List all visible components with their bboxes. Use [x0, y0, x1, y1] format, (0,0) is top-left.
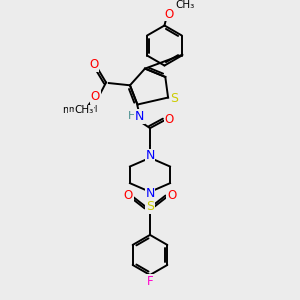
- Text: N: N: [145, 187, 155, 200]
- Text: O: O: [165, 8, 174, 21]
- Text: S: S: [170, 92, 178, 105]
- Text: F: F: [147, 274, 153, 288]
- Text: CH₃: CH₃: [176, 1, 195, 10]
- Text: CH₃: CH₃: [74, 105, 93, 115]
- Text: O: O: [167, 189, 176, 202]
- Text: O: O: [165, 113, 174, 126]
- Text: O: O: [89, 58, 98, 71]
- Text: N: N: [145, 149, 155, 162]
- Text: S: S: [146, 200, 154, 213]
- Text: O: O: [124, 189, 133, 202]
- Text: methyl: methyl: [68, 105, 98, 114]
- Text: H: H: [128, 111, 136, 122]
- Text: O: O: [91, 90, 100, 103]
- Text: N: N: [135, 110, 144, 123]
- Text: methyl: methyl: [62, 105, 96, 115]
